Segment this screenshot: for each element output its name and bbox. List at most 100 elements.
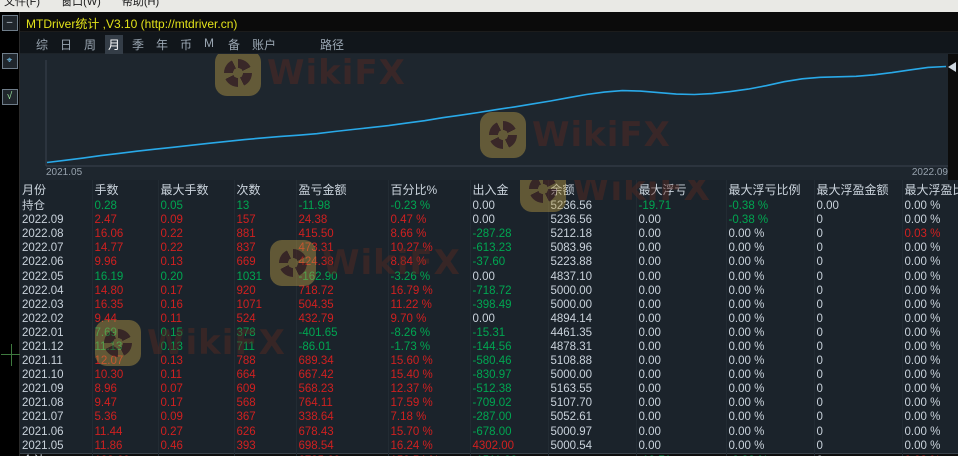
cell-pnl: -86.01 <box>296 339 389 355</box>
cell-max_lots: 0.07 <box>158 382 235 397</box>
path-button[interactable]: 路径 <box>320 38 345 52</box>
cell-month: 持仓 <box>20 199 93 214</box>
column-header-deposit[interactable]: 出入金 <box>470 180 549 199</box>
column-header-count[interactable]: 次数 <box>234 180 297 199</box>
equity-curve-chart[interactable]: 2021.05 2022.09 WikiFX WikiFX <box>20 54 958 180</box>
table-row[interactable]: 2022.05 16.19 0.20 1031 -162.90 -3.26 % 0.00 48… <box>20 269 958 284</box>
cell-max_fp_pct: 0.00 % <box>902 368 958 383</box>
total-cell-count <box>234 452 297 456</box>
cell-max_dd: 0.00 <box>636 241 727 256</box>
cell-max_fp_pct: 0.00 % <box>902 283 958 298</box>
tab-period-0[interactable]: 综 <box>36 38 49 52</box>
cell-max_dd: 0.00 <box>636 213 727 228</box>
table-row[interactable]: 2022.03 16.35 0.16 1071 504.35 11.22 % -398.49… <box>20 297 958 312</box>
tab-period-4[interactable]: 季 <box>132 38 145 52</box>
tab-period-2[interactable]: 周 <box>84 38 97 52</box>
column-header-pnl[interactable]: 盈亏金额 <box>296 180 389 199</box>
tab-period-3[interactable]: 月 <box>105 35 124 54</box>
cell-max_fp_pct: 0.00 % <box>902 382 958 397</box>
tab-m[interactable]: M <box>204 36 214 50</box>
menu-item-file[interactable]: 文件(F) <box>4 0 41 8</box>
cell-pnl: -11.98 <box>296 199 389 214</box>
move-crosshair-icon[interactable]: ⌖ <box>1 53 18 69</box>
cell-max_lots: 0.09 <box>158 410 235 425</box>
table-row[interactable]: 2021.12 11.13 0.13 711 -86.01 -1.73 % -144.56 4… <box>20 339 958 355</box>
cell-pnl: 689.34 <box>296 354 389 369</box>
period-tab-bar[interactable]: 综日周月季年币 M 备账户 路径 <box>20 32 958 54</box>
cell-max_fp_pct: 0.03 % <box>902 227 958 242</box>
cell-month: 2021.10 <box>20 368 93 383</box>
cell-balance: 5107.70 <box>548 396 637 411</box>
cell-month: 2021.11 <box>20 354 93 369</box>
table-row[interactable]: 2021.07 5.36 0.09 367 338.64 7.18 % -287.00 505… <box>20 410 958 425</box>
column-header-max_dd[interactable]: 最大浮亏 <box>636 180 727 199</box>
total-cell-pnl: 6735.60 <box>296 452 389 456</box>
menu-item-window[interactable]: 窗口(W) <box>61 0 101 8</box>
minimize-icon[interactable]: – <box>1 15 18 31</box>
table-row[interactable]: 2022.04 14.80 0.17 920 718.72 16.79 % -718.72 5… <box>20 283 958 298</box>
cell-count: 13 <box>234 199 297 214</box>
cell-deposit: -678.00 <box>470 424 549 439</box>
check-icon[interactable]: √ <box>1 89 18 105</box>
left-toolbar-rail: – ⌖ √ <box>0 12 20 456</box>
table-row[interactable]: 2022.02 9.44 0.11 524 432.79 9.70 % 0.00 4894.1… <box>20 311 958 326</box>
cell-count: 609 <box>234 382 297 397</box>
table-row[interactable]: 2021.10 10.30 0.11 664 667.42 15.40 % -830.97 5… <box>20 368 958 383</box>
cell-max_lots: 0.13 <box>158 339 235 355</box>
cell-max_fp_pct: 0.00 % <box>902 213 958 228</box>
monthly-statistics-table-container[interactable]: 月份 手数 最大手数 次数 盈亏金额 百分比% 出入金 余额 最大浮亏 最大浮亏比例 最大浮盈金额最… <box>20 180 958 456</box>
tab-period-5[interactable]: 年 <box>156 38 169 52</box>
chart-scroll-marker[interactable] <box>948 54 958 180</box>
cell-max_lots: 0.15 <box>158 325 235 340</box>
table-row[interactable]: 2022.08 16.06 0.22 881 415.50 8.66 % -287.28 52… <box>20 227 958 242</box>
cell-deposit: -287.28 <box>470 227 549 242</box>
column-header-lots[interactable]: 手数 <box>92 180 159 199</box>
cell-max_lots: 0.20 <box>158 269 235 284</box>
cell-percent: 8.84 % <box>388 255 471 270</box>
tab-period-9[interactable]: 账户 <box>252 38 277 52</box>
cell-deposit: -398.49 <box>470 297 549 312</box>
table-row[interactable]: 2021.06 11.44 0.27 626 678.43 15.70 % -678.00 5… <box>20 424 958 439</box>
cell-max_fp: 0 <box>814 213 903 228</box>
cell-balance: 5236.56 <box>548 199 637 214</box>
column-header-percent[interactable]: 百分比% <box>388 180 471 199</box>
table-row[interactable]: 2022.01 7.69 0.15 378 -401.65 -8.26 % -15.31 44… <box>20 325 958 340</box>
cell-max_dd_pct: 0.00 % <box>726 424 815 439</box>
cell-max_fp_pct: 0.00 % <box>902 396 958 411</box>
table-row[interactable]: 2021.08 9.47 0.17 568 764.11 17.59 % -709.02 51… <box>20 396 958 411</box>
cell-balance: 4461.35 <box>548 325 637 340</box>
table-row[interactable]: 持仓 0.28 0.05 13 -11.98 -0.23 % 0.00 5236.56 -19.… <box>20 199 958 214</box>
cell-count: 378 <box>234 325 297 340</box>
cell-max_fp_pct: 0.00 % <box>902 438 958 454</box>
cell-count: 664 <box>234 368 297 383</box>
column-header-month[interactable]: 月份 <box>20 180 93 199</box>
tab-period-1[interactable]: 日 <box>60 38 73 52</box>
tab-period-6[interactable]: 币 <box>180 38 193 52</box>
column-header-max_fp[interactable]: 最大浮盈金额 <box>814 180 903 199</box>
cell-count: 393 <box>234 438 297 454</box>
cell-percent: 15.70 % <box>388 424 471 439</box>
menu-item-help[interactable]: 帮助(H) <box>121 0 160 8</box>
cell-max_fp_pct: 0.00 % <box>902 255 958 270</box>
column-header-max_fp_pct[interactable]: 最大浮盈比例 <box>902 180 958 199</box>
cell-lots: 11.44 <box>92 424 159 439</box>
table-row[interactable]: 2021.11 12.07 0.13 788 689.34 15.60 % -580.46 5… <box>20 354 958 369</box>
column-header-max_dd_pct[interactable]: 最大浮亏比例 <box>726 180 815 199</box>
cell-max_dd_pct: 0.00 % <box>726 339 815 355</box>
table-row[interactable]: 2022.09 2.47 0.09 157 24.38 0.47 % 0.00 5236.56… <box>20 213 958 228</box>
monthly-statistics-table: 月份 手数 最大手数 次数 盈亏金额 百分比% 出入金 余额 最大浮亏 最大浮亏比例 最大浮盈金额最… <box>20 180 958 456</box>
table-row[interactable]: 2021.09 8.96 0.07 609 568.23 12.37 % -512.38 51… <box>20 382 958 397</box>
table-row[interactable]: 2022.07 14.77 0.22 837 473.31 10.27 % -613.23 5… <box>20 241 958 256</box>
column-header-max_lots[interactable]: 最大手数 <box>158 180 235 199</box>
os-menu-bar[interactable]: 文件(F) 窗口(W) 帮助(H) <box>0 0 958 12</box>
cell-max_dd_pct: 0.00 % <box>726 227 815 242</box>
table-row[interactable]: 2021.05 11.86 0.46 393 698.54 16.24 % 4302.00 5… <box>20 438 958 454</box>
tab-period-8[interactable]: 备 <box>228 38 241 52</box>
column-header-balance[interactable]: 余额 <box>548 180 637 199</box>
cell-max_fp_pct: 0.00 % <box>902 269 958 284</box>
cell-month: 2022.01 <box>20 325 93 340</box>
cell-deposit: -144.56 <box>470 339 549 355</box>
cell-max_dd: 0.00 <box>636 354 727 369</box>
table-row[interactable]: 2022.06 9.96 0.13 669 424.38 8.84 % -37.60 5223… <box>20 255 958 270</box>
cell-balance: 5000.00 <box>548 283 637 298</box>
